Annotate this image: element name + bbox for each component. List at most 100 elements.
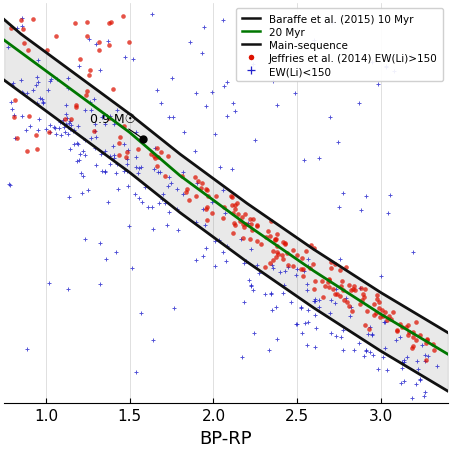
Point <box>43 47 51 54</box>
Point <box>148 12 156 19</box>
Point <box>84 187 92 194</box>
Point <box>408 345 415 352</box>
Point <box>202 187 210 194</box>
Point <box>267 306 275 313</box>
Point <box>23 148 30 155</box>
Point <box>37 96 44 103</box>
Point <box>250 137 258 144</box>
Point <box>115 140 122 147</box>
Point <box>73 158 80 165</box>
Point <box>167 179 175 187</box>
Point <box>78 190 85 197</box>
Point <box>314 304 322 311</box>
Point <box>327 19 335 26</box>
Point <box>310 344 318 351</box>
Point <box>164 153 171 161</box>
Point <box>121 54 129 61</box>
Point <box>219 187 226 194</box>
Point <box>303 263 310 270</box>
Point <box>409 342 416 350</box>
Point <box>397 365 405 372</box>
Point <box>280 282 287 289</box>
Point <box>165 209 172 216</box>
Point <box>289 262 296 270</box>
Point <box>334 139 341 146</box>
Point <box>271 237 278 244</box>
Point <box>23 90 31 97</box>
Point <box>339 327 346 334</box>
Point <box>230 108 238 115</box>
Point <box>266 233 273 240</box>
Point <box>383 210 391 217</box>
Point <box>61 129 68 137</box>
Point <box>223 114 230 121</box>
Point <box>363 331 370 338</box>
Point <box>13 135 20 143</box>
Point <box>51 125 58 133</box>
Point <box>74 141 82 148</box>
Point <box>73 102 80 110</box>
Point <box>383 367 390 374</box>
Point <box>421 339 428 346</box>
Point <box>63 115 70 123</box>
Point <box>4 44 11 51</box>
Point <box>42 126 49 133</box>
Point <box>39 100 46 107</box>
Point <box>101 112 108 119</box>
Point <box>299 157 307 164</box>
Point <box>411 318 419 326</box>
Point <box>245 276 253 284</box>
Point <box>366 323 373 331</box>
Point <box>368 331 375 338</box>
Point <box>77 152 84 159</box>
Point <box>102 256 110 263</box>
Point <box>128 265 135 272</box>
Point <box>310 37 318 45</box>
Point <box>137 309 144 317</box>
Point <box>105 20 112 28</box>
Point <box>74 123 82 130</box>
Point <box>339 287 346 294</box>
Point <box>262 234 269 241</box>
Point <box>350 283 357 290</box>
Point <box>193 257 200 264</box>
Point <box>104 38 111 45</box>
Point <box>85 37 92 44</box>
Point <box>159 191 166 198</box>
Point <box>116 134 123 141</box>
Point <box>18 78 25 85</box>
Point <box>73 104 80 111</box>
Point <box>122 154 129 161</box>
Point <box>349 347 356 354</box>
Point <box>323 279 331 286</box>
Point <box>35 116 42 123</box>
Point <box>29 16 37 23</box>
Point <box>87 135 95 142</box>
Point <box>242 258 249 265</box>
Point <box>179 191 186 198</box>
Point <box>193 180 200 187</box>
Point <box>219 215 226 222</box>
Point <box>241 221 249 229</box>
Point <box>380 318 387 326</box>
Point <box>227 193 234 201</box>
Point <box>120 123 127 130</box>
Point <box>123 149 130 156</box>
Point <box>419 392 426 399</box>
Point <box>268 262 276 269</box>
Point <box>18 23 25 31</box>
Point <box>359 291 366 298</box>
Point <box>208 199 216 206</box>
Point <box>396 380 403 387</box>
Point <box>85 72 92 79</box>
Point <box>281 268 288 276</box>
Point <box>212 193 219 200</box>
Point <box>430 347 437 354</box>
Point <box>385 312 392 319</box>
Point <box>354 340 361 347</box>
Point <box>219 249 226 256</box>
Point <box>301 248 308 255</box>
Point <box>304 307 311 314</box>
Point <box>405 329 412 336</box>
Point <box>57 119 64 126</box>
